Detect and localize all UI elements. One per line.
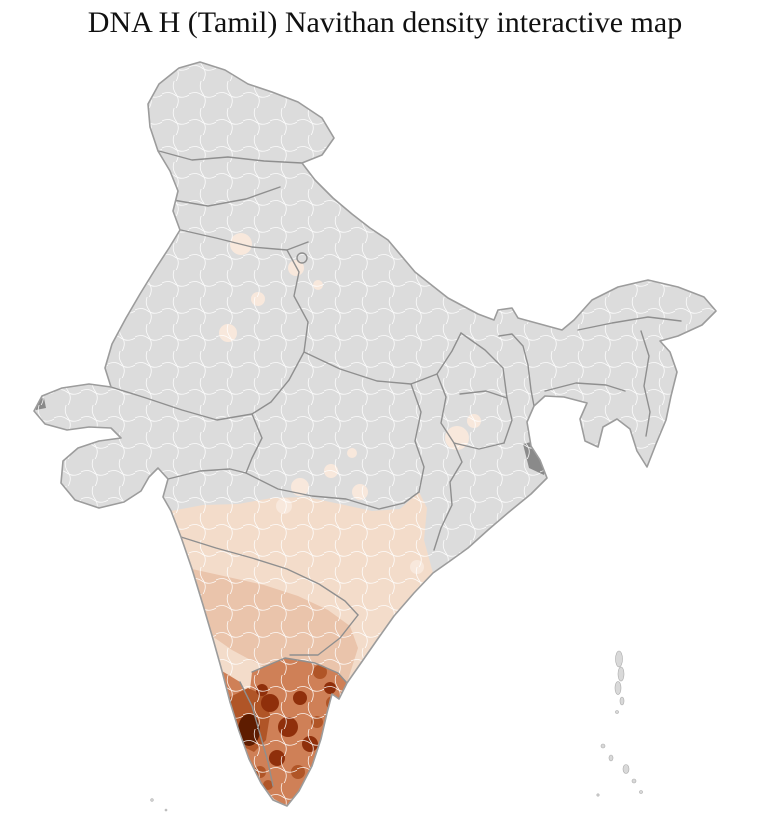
page-title: DNA H (Tamil) Navithan density interacti… [87,6,683,39]
lakshadweep-islands[interactable] [150,798,168,812]
india-outline [33,61,717,807]
andaman-nicobar-islands[interactable] [596,650,643,797]
state-borders [110,150,682,787]
